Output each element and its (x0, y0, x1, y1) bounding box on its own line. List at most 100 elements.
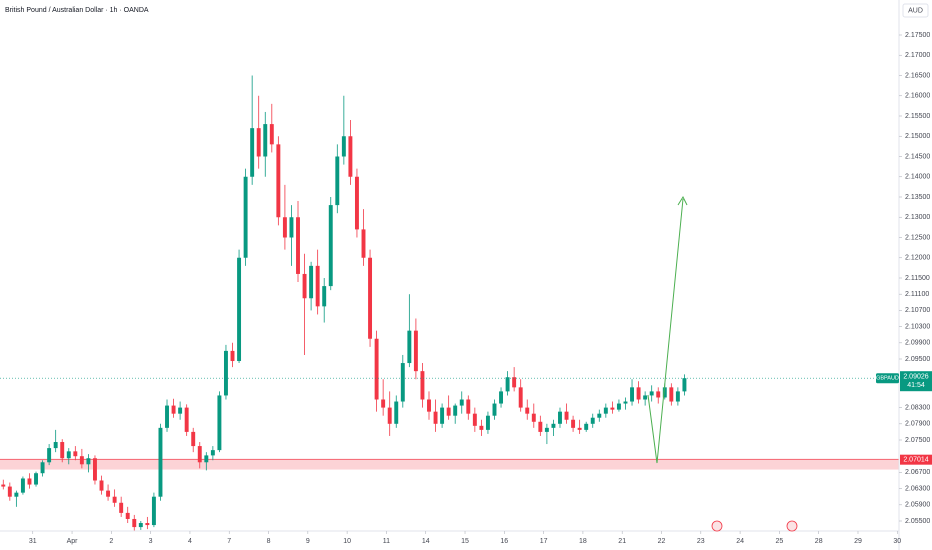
y-tick-label: 2.16500 (905, 72, 930, 79)
candle-body (551, 423, 556, 428)
x-tick-label: 24 (736, 538, 744, 545)
x-tick-label: 10 (343, 538, 351, 545)
candle-body (119, 502, 124, 513)
y-tick-label: 2.16000 (905, 93, 930, 100)
y-tick-label: 2.11500 (905, 275, 930, 282)
candle-body (66, 451, 71, 459)
y-tick-label: 2.12500 (905, 234, 930, 241)
candle-body (237, 257, 242, 362)
candle-body (151, 496, 156, 526)
candle-body (276, 144, 281, 218)
candle-body (682, 378, 687, 392)
y-tick-label: 2.05900 (905, 502, 930, 509)
candle-body (649, 391, 654, 396)
chart-title: British Pound / Australian Dollar · 1h ·… (5, 7, 149, 14)
candle-body (178, 407, 183, 414)
zone-tag (900, 454, 932, 465)
x-tick-label: 7 (227, 538, 231, 545)
y-tick-label: 2.17000 (905, 52, 930, 59)
arrow-path (647, 198, 684, 464)
candle-body (302, 273, 307, 299)
candle-body (20, 478, 25, 493)
candle-body (518, 387, 523, 408)
candle-body (440, 407, 445, 424)
candle-body (309, 265, 314, 299)
candle-body (381, 399, 386, 408)
axis-layer: 2.17500 2.17000 2.16500 2.16000 2.15500 2.150… (29, 32, 931, 545)
candle-body (420, 371, 425, 400)
x-tick-label: 22 (658, 538, 666, 545)
event-icon (786, 520, 798, 532)
y-tick-label: 2.11100 (905, 291, 929, 298)
candle-body (636, 387, 641, 400)
y-tick-label: 2.15500 (905, 113, 930, 120)
candle-body (616, 403, 621, 410)
candle-body (354, 176, 359, 230)
candle-body (335, 156, 340, 206)
x-tick-label: 2 (109, 538, 113, 545)
y-tick-label: 2.14500 (905, 153, 930, 160)
candle-body (427, 399, 431, 412)
candle-body (53, 442, 58, 449)
candle-body (400, 363, 405, 402)
candle-body (132, 518, 137, 528)
candle-body (669, 387, 674, 402)
candle-body (217, 395, 222, 451)
x-tick-label: 16 (500, 538, 508, 545)
candle-body (93, 458, 97, 481)
candle-body (322, 286, 327, 307)
candle-body (368, 257, 373, 339)
candle-body (138, 523, 143, 528)
x-tick-label: 31 (29, 538, 37, 545)
candle-body (40, 462, 45, 474)
symbol-tag (876, 373, 899, 384)
y-tick-label: 2.07900 (905, 421, 930, 428)
y-tick-label: 2.08300 (905, 404, 930, 411)
y-tick-label: 2.13000 (905, 214, 930, 221)
candle-body (459, 399, 464, 406)
candle-body (106, 490, 111, 497)
candle-body (210, 450, 215, 456)
candle-body (361, 229, 366, 258)
x-tick-label: 14 (422, 538, 430, 545)
y-tick-label: 2.09500 (905, 356, 930, 363)
x-tick-label: Apr (67, 538, 79, 545)
candle-body (230, 350, 235, 362)
candle-body (34, 473, 38, 485)
candle-body (269, 124, 274, 145)
candle-body (597, 413, 602, 418)
y-tick-label: 2.06300 (905, 485, 930, 492)
y-tick-label: 2.15000 (905, 133, 930, 140)
candle-body (675, 391, 680, 402)
y-tick-label: 2.06700 (905, 469, 930, 476)
event-icons (711, 520, 798, 532)
candle-body (191, 431, 196, 447)
candle-body (512, 377, 517, 388)
candle-body (125, 512, 130, 519)
arrow-head (677, 195, 688, 206)
last-price-label: 2.09026 (903, 374, 928, 381)
price-tag (900, 371, 932, 392)
candle-body (577, 427, 582, 430)
x-tick-label: 3 (149, 538, 153, 545)
y-tick-label: 2.13500 (905, 194, 930, 201)
candle-body (531, 413, 536, 422)
candle-body (86, 458, 91, 465)
candle-body (47, 448, 52, 463)
x-tick-label: 17 (540, 538, 548, 545)
candle-body (472, 413, 477, 426)
candle-body (564, 411, 569, 420)
x-tick-label: 4 (188, 538, 192, 545)
support-zone (0, 458, 899, 470)
candle-body (165, 405, 169, 428)
candle-body (505, 377, 510, 392)
x-tick-label: 18 (579, 538, 587, 545)
candle-body (656, 391, 661, 398)
candle-body (1, 484, 6, 487)
candle-body (197, 446, 202, 463)
candle-body (158, 427, 163, 497)
candle-body (7, 486, 12, 497)
x-tick-label: 30 (893, 538, 901, 545)
